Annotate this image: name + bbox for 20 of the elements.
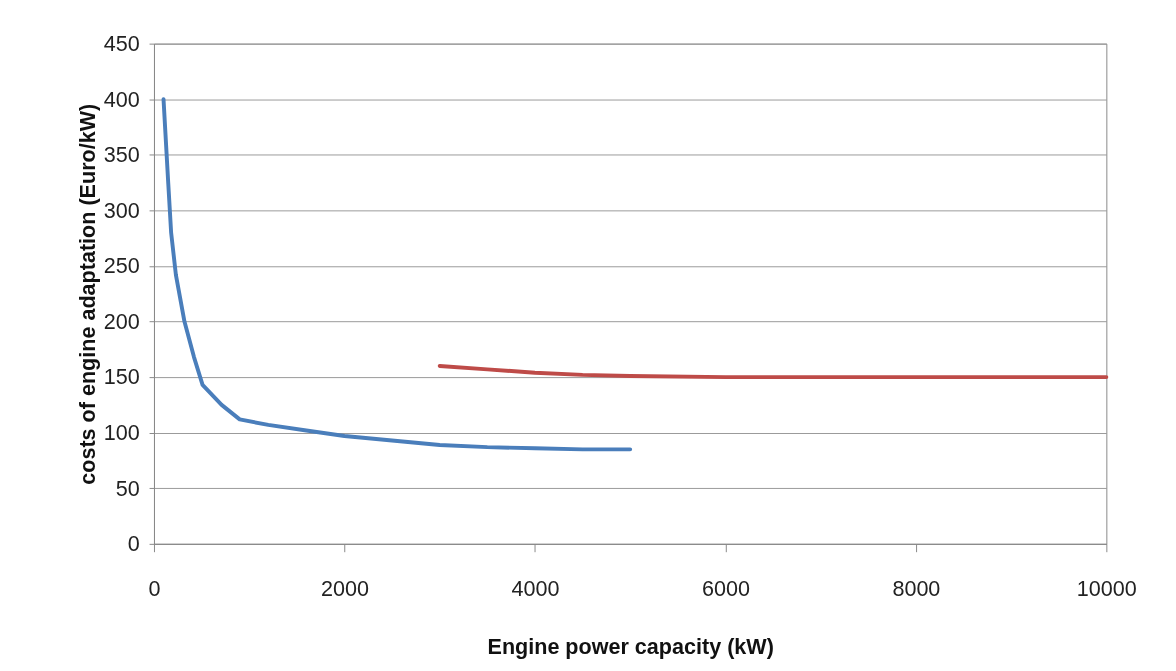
y-tick-label: 50 [115, 475, 140, 501]
x-tick-label: 10000 [1076, 576, 1137, 602]
line-series [161, 97, 633, 452]
y-tick-label: 0 [127, 531, 140, 557]
y-tick-label: 350 [103, 142, 140, 168]
y-tick-label: 250 [103, 253, 140, 279]
x-tick-label: 6000 [701, 576, 750, 602]
y-tick-label: 300 [103, 197, 140, 223]
x-tick-label: 4000 [511, 576, 560, 602]
y-tick-label: 200 [103, 308, 140, 334]
y-axis-title: costs of engine adaptation (Euro/kW) [74, 103, 100, 485]
y-tick-label: 150 [103, 364, 140, 390]
x-axis-title: Engine power capacity (kW) [487, 634, 774, 660]
x-tick-label: 2000 [320, 576, 369, 602]
y-tick-label: 100 [103, 420, 140, 446]
line-series [437, 364, 1109, 380]
y-tick-label: 450 [103, 31, 140, 56]
y-tick-label: 400 [103, 86, 140, 112]
x-tick-label: 8000 [892, 576, 941, 602]
x-tick-label: 0 [148, 576, 161, 602]
